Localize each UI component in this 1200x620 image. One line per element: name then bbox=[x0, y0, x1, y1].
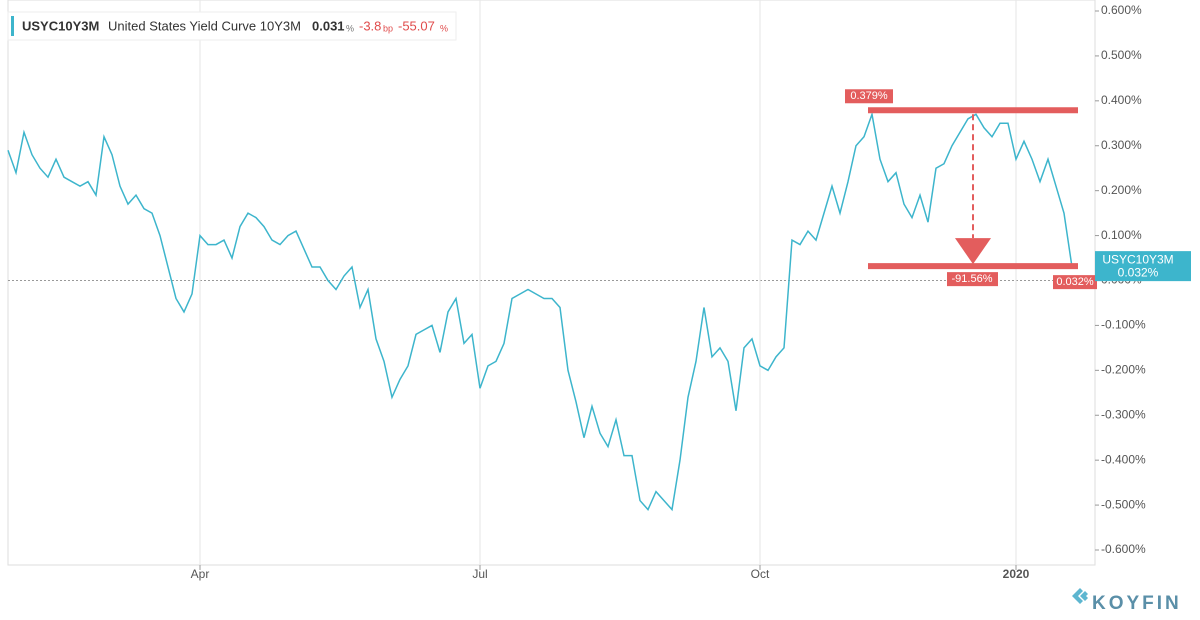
change-label-box bbox=[947, 272, 998, 287]
x-tick-label: Jul bbox=[472, 567, 487, 581]
y-tick-label: -0.600% bbox=[1101, 542, 1146, 556]
y-tick-label: 0.400% bbox=[1101, 93, 1142, 107]
change-label: -91.56% bbox=[952, 273, 993, 285]
y-tick-label: 0.600% bbox=[1101, 3, 1142, 17]
series-name: United States Yield Curve 10Y3M bbox=[108, 18, 301, 33]
plot-frame bbox=[7, 0, 1096, 566]
x-tick-label: 2020 bbox=[1003, 567, 1030, 581]
logo: KOYFIN bbox=[1072, 588, 1182, 614]
y-tick-label: 0.500% bbox=[1101, 48, 1142, 62]
header: USYC10Y3M United States Yield Curve 10Y3… bbox=[7, 11, 457, 41]
low-label-box bbox=[1053, 275, 1097, 290]
change-pct: -55.07 bbox=[398, 18, 435, 33]
drop-arrow bbox=[955, 238, 991, 265]
y-tick-label: -0.400% bbox=[1101, 452, 1146, 466]
low-label: 0.032% bbox=[1056, 276, 1094, 288]
y-tick-label: -0.500% bbox=[1101, 497, 1146, 511]
header-box bbox=[7, 11, 457, 41]
grid-layer: 0.600%0.500%0.400%0.300%0.200%0.100%0.00… bbox=[8, 0, 1146, 581]
brand: KOYFIN bbox=[1092, 593, 1182, 614]
last-value: 0.031 bbox=[312, 18, 345, 33]
y-tick-label: 0.200% bbox=[1101, 183, 1142, 197]
change-pct-unit: % bbox=[440, 23, 448, 33]
series-line bbox=[7, 111, 1073, 512]
x-tick-label: Oct bbox=[751, 567, 770, 581]
y-tick-label: -0.100% bbox=[1101, 318, 1146, 332]
high-label-box bbox=[845, 89, 893, 104]
ticker: USYC10Y3M bbox=[22, 18, 99, 33]
change: -3.8 bbox=[359, 18, 381, 33]
last-tag-name: USYC10Y3M bbox=[1102, 252, 1173, 266]
change-unit: bp bbox=[383, 23, 393, 33]
logo-icon bbox=[1072, 588, 1088, 604]
high-label: 0.379% bbox=[850, 90, 888, 102]
y-tick-label: 0.100% bbox=[1101, 228, 1142, 242]
last-tag bbox=[1095, 251, 1191, 282]
y-tick-label: 0.300% bbox=[1101, 138, 1142, 152]
last-tag-value: 0.032% bbox=[1118, 265, 1159, 279]
header-accent bbox=[11, 16, 14, 36]
x-tick-label: Apr bbox=[191, 567, 210, 581]
last-value-unit: % bbox=[346, 23, 354, 33]
y-tick-label: -0.300% bbox=[1101, 407, 1146, 421]
y-tick-label: -0.200% bbox=[1101, 363, 1146, 377]
